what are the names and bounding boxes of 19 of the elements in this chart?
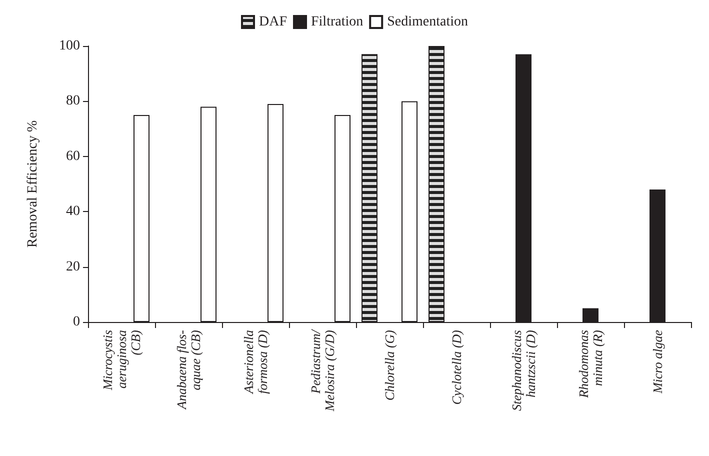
x-tick-label: Chlorella (G): [382, 330, 397, 401]
x-tick-label: Cyclotella (D): [449, 330, 464, 405]
legend-label: Filtration: [311, 14, 364, 30]
y-tick-label: 100: [59, 38, 80, 54]
x-tick-label: Rhodomonas minuta (R): [576, 330, 605, 399]
y-tick-label: 20: [66, 259, 80, 274]
y-tick-label: 60: [66, 148, 80, 164]
legend-label: DAF: [259, 14, 288, 30]
x-tick-label: Stephanodiscus hantzscii (D): [509, 330, 538, 411]
x-tick-label: Asterionella formosa (D): [241, 330, 270, 395]
y-axis-title: Removal Efficiency %: [26, 120, 40, 248]
x-tick-label: Pediastrum/ Melosira (G/D): [308, 328, 337, 412]
legend-label: Sedimentation: [387, 14, 468, 30]
y-tick-label: 40: [66, 204, 80, 220]
x-tick-label: Microcystis aeruginosa (CB): [100, 330, 143, 392]
x-tick-label: Micro algae: [650, 330, 665, 394]
y-tick-label: 80: [66, 94, 80, 109]
x-tick-label: Anabaena flos- aquae (CB): [174, 330, 203, 410]
y-tick-label: 0: [73, 314, 80, 330]
